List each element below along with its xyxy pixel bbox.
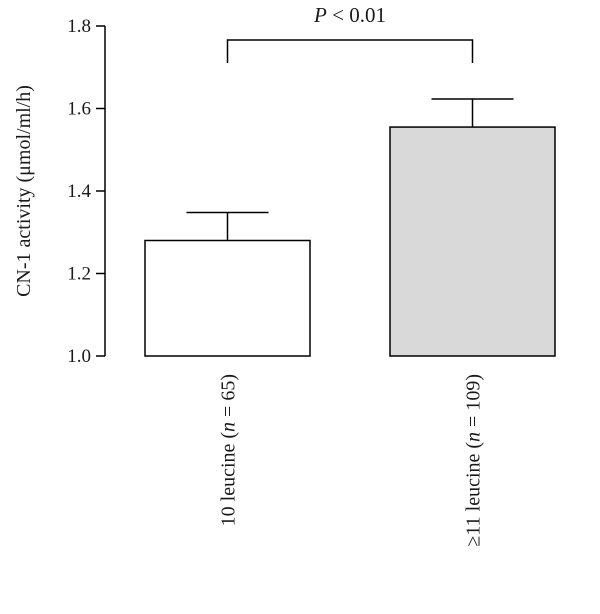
error-bars: [186, 98, 514, 241]
bar-1: [144, 239, 311, 357]
bracket-line: [226, 39, 474, 63]
y-tick-label: 1.0: [67, 346, 91, 367]
y-tick-label: 1.6: [67, 99, 91, 120]
y-tick-label: 1.8: [67, 16, 91, 37]
category-label-2: ≥11 leucine (n = 109): [463, 374, 485, 547]
category-labels: 10 leucine (n = 65) ≥11 leucine (n = 109): [218, 374, 485, 547]
category-label-1: 10 leucine (n = 65): [218, 374, 240, 526]
y-tick-label: 1.2: [67, 264, 91, 285]
bar-2: [389, 126, 556, 357]
y-axis: 1.0 1.2 1.4 1.6 1.8: [67, 16, 106, 367]
y-tick-label: 1.4: [67, 181, 91, 202]
significance-bracket: P < 0.01: [226, 3, 474, 63]
y-axis-label: CN-1 activity (μmol/ml/h): [13, 85, 35, 297]
p-value-label: P < 0.01: [313, 3, 386, 27]
bars: [144, 126, 556, 357]
